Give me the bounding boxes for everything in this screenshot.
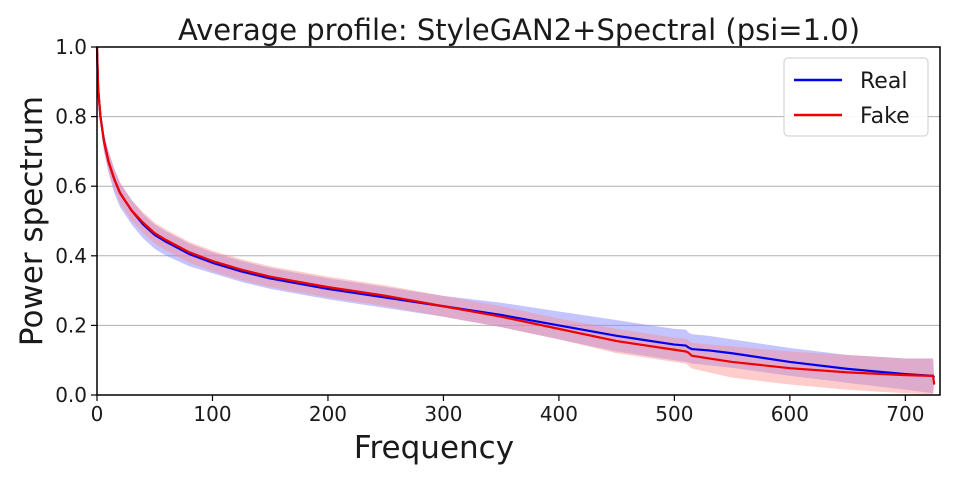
legend: Real Fake (783, 57, 929, 137)
series-line-fake (95, 46, 936, 385)
y-axis-label: Power spectrum (14, 96, 50, 346)
chart-title: Average profile: StyleGAN2+Spectral (psi… (178, 13, 860, 47)
y-tick-label: 0.2 (55, 313, 87, 337)
confidence-band-fake (97, 47, 935, 395)
legend-label-real: Real (860, 69, 907, 94)
x-tick-label: 700 (886, 402, 924, 426)
axis-ticks: 0 100 200 300 400 500 600 700 0.0 0.2 0.4 0.6 0.8 1.0 (55, 35, 924, 426)
y-tick-label: 0.4 (55, 244, 87, 268)
x-tick-label: 100 (193, 402, 231, 426)
y-tick-label: 0.0 (55, 383, 87, 407)
legend-box (783, 57, 929, 137)
x-tick-label: 300 (424, 402, 462, 426)
x-tick-label: 0 (91, 402, 104, 426)
plot-frame (96, 46, 941, 396)
y-tick-label: 0.8 (55, 105, 87, 129)
x-tick-label: 400 (540, 402, 578, 426)
confidence-band-real (97, 47, 935, 394)
x-tick-label: 200 (309, 402, 347, 426)
x-axis-label: Frequency (354, 430, 514, 466)
y-tick-label: 0.6 (55, 174, 87, 198)
y-tick-label: 1.0 (55, 35, 87, 59)
x-tick-label: 500 (655, 402, 693, 426)
legend-label-fake: Fake (860, 104, 910, 129)
x-tick-label: 600 (771, 402, 809, 426)
